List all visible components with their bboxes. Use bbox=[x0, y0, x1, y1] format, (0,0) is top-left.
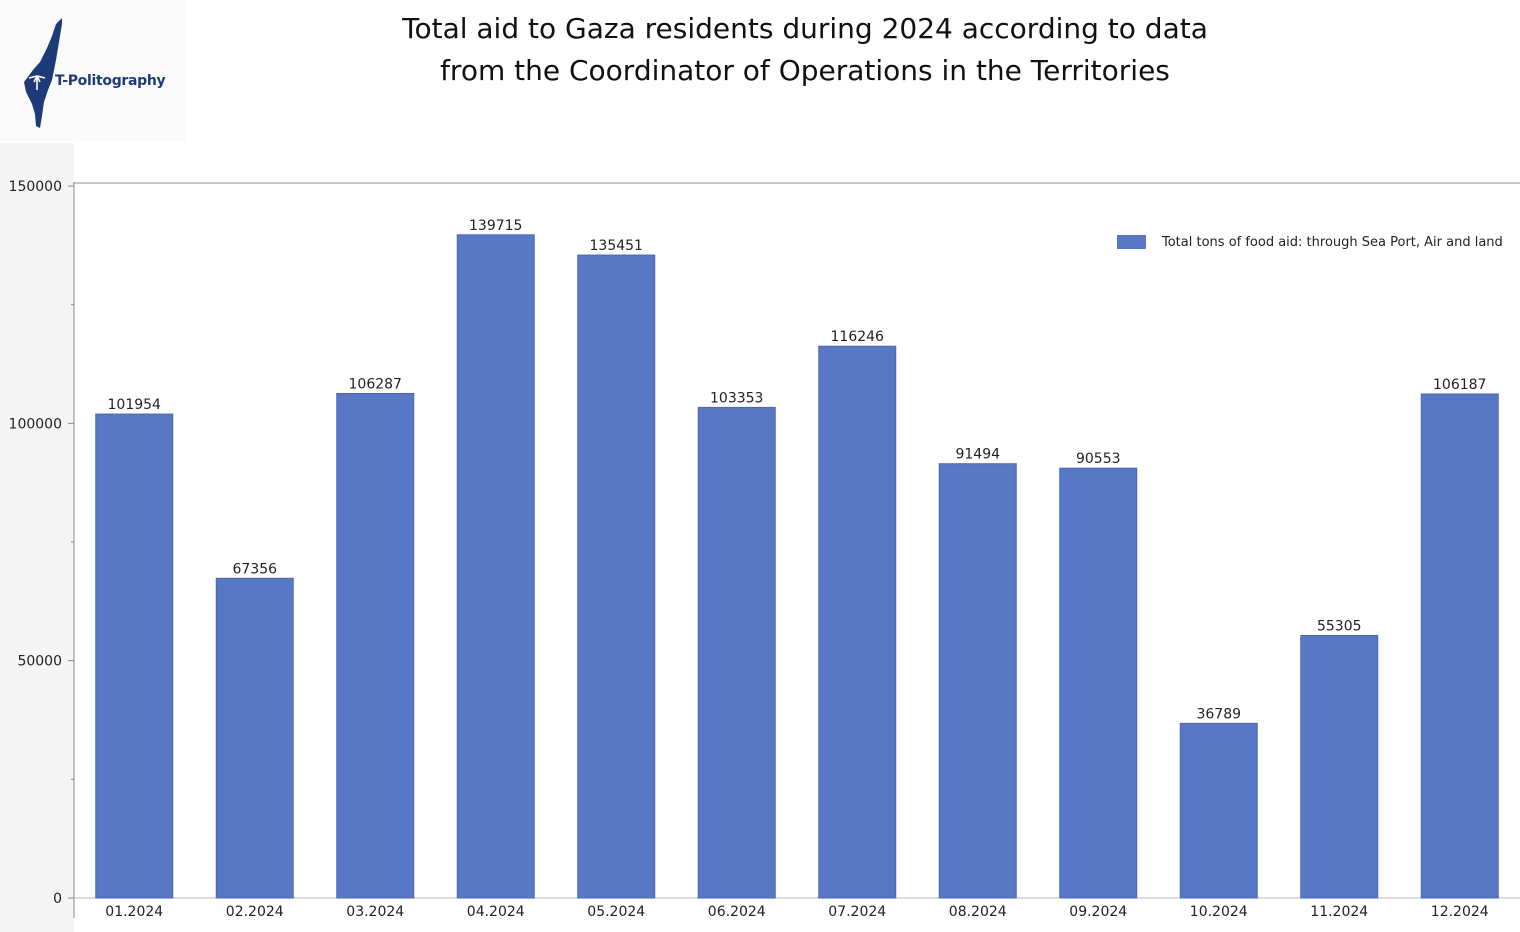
data-label: 36789 bbox=[1196, 706, 1241, 722]
bar-08.2024 bbox=[938, 463, 1017, 899]
x-tick-label: 03.2024 bbox=[346, 904, 404, 920]
y-tick-label: 100000 bbox=[9, 416, 62, 432]
x-tick-label: 10.2024 bbox=[1190, 904, 1248, 920]
data-label: 91494 bbox=[955, 447, 1000, 463]
bar-03.2024 bbox=[336, 392, 415, 899]
x-tick-label: 12.2024 bbox=[1431, 904, 1489, 920]
x-tick-label: 07.2024 bbox=[828, 904, 886, 920]
bar-06.2024 bbox=[697, 406, 776, 899]
x-tick-label: 09.2024 bbox=[1069, 904, 1127, 920]
data-label: 101954 bbox=[108, 397, 162, 413]
y-axis-panel bbox=[0, 143, 74, 932]
x-tick-label: 08.2024 bbox=[949, 904, 1007, 920]
bar-07.2024 bbox=[818, 345, 897, 899]
chart-title: Total aid to Gaza residents during 2024 … bbox=[300, 8, 1310, 92]
data-label: 103353 bbox=[710, 390, 763, 406]
data-label: 67356 bbox=[232, 561, 277, 577]
x-tick-label: 04.2024 bbox=[467, 904, 525, 920]
x-tick-label: 02.2024 bbox=[226, 904, 284, 920]
data-label: 106187 bbox=[1433, 377, 1486, 393]
bar-05.2024 bbox=[577, 254, 656, 899]
data-label: 116246 bbox=[831, 329, 885, 345]
logo-text: T-Politography bbox=[55, 73, 166, 89]
israel-map-icon bbox=[24, 18, 62, 128]
bar-11.2024 bbox=[1300, 634, 1379, 899]
bar-10.2024 bbox=[1179, 722, 1258, 899]
bar-01.2024 bbox=[95, 413, 174, 899]
y-tick-label: 150000 bbox=[9, 179, 62, 195]
x-tick-label: 05.2024 bbox=[587, 904, 645, 920]
legend-swatch bbox=[1117, 235, 1146, 249]
legend-label: Total tons of food aid: through Sea Port… bbox=[1162, 234, 1503, 250]
logo: T-Politography bbox=[0, 0, 186, 142]
y-tick-label: 50000 bbox=[17, 654, 62, 670]
data-label: 135451 bbox=[590, 238, 643, 254]
bar-12.2024 bbox=[1420, 393, 1499, 899]
bar-09.2024 bbox=[1059, 467, 1138, 899]
x-tick-label: 11.2024 bbox=[1310, 904, 1368, 920]
legend: Total tons of food aid: through Sea Port… bbox=[1117, 233, 1503, 251]
data-label: 106287 bbox=[349, 376, 402, 392]
bar-02.2024 bbox=[215, 577, 294, 899]
chart-title-line-1: Total aid to Gaza residents during 2024 … bbox=[402, 12, 1208, 45]
data-label: 90553 bbox=[1076, 451, 1121, 467]
y-tick-label: 0 bbox=[53, 891, 62, 907]
data-label: 55305 bbox=[1317, 618, 1362, 634]
data-label: 139715 bbox=[469, 218, 522, 234]
x-tick-label: 01.2024 bbox=[105, 904, 163, 920]
x-tick-label: 06.2024 bbox=[708, 904, 766, 920]
chart-title-line-2: from the Coordinator of Operations in th… bbox=[440, 54, 1170, 87]
bar-04.2024 bbox=[456, 234, 535, 899]
